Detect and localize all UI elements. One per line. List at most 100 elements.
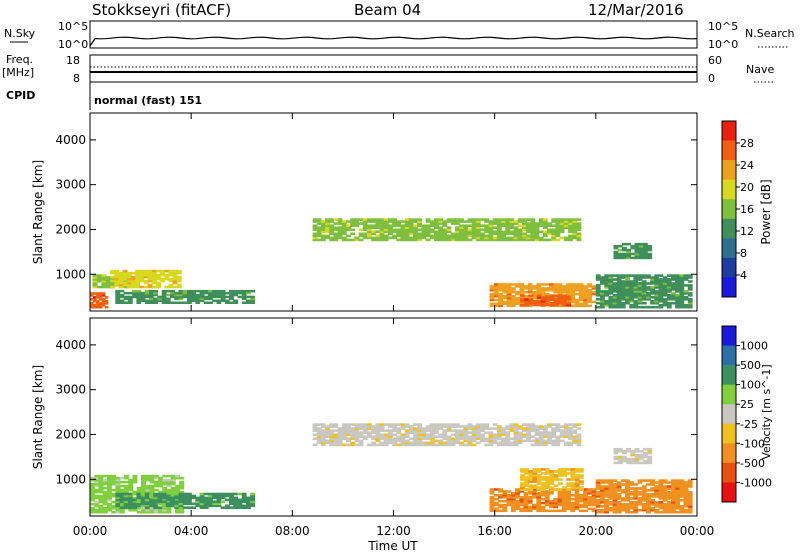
velocity-cell (630, 453, 636, 457)
power-cell (312, 236, 318, 240)
power-cell (212, 289, 217, 293)
power-cell (450, 236, 456, 240)
velocity-cell (94, 490, 100, 494)
x-axis-label: Time UT (367, 539, 418, 553)
velocity-cell (549, 470, 555, 473)
power-cell (93, 305, 97, 309)
power-cell (595, 305, 601, 309)
power-cell (637, 292, 643, 295)
velocity-cell (94, 500, 100, 504)
velocity-cell (429, 423, 435, 426)
velocity-cell (671, 483, 676, 486)
power-cell (220, 295, 226, 299)
velocity-cell (566, 488, 572, 491)
power-cell (114, 277, 120, 281)
velocity-cell (480, 433, 485, 437)
velocity-cell (662, 495, 668, 498)
velocity-cell (583, 509, 588, 513)
power-cell (517, 232, 523, 236)
power-cell (658, 305, 664, 309)
power-cell (625, 294, 630, 297)
power-cell (438, 234, 443, 238)
power-cell (320, 234, 326, 238)
power-cell (105, 281, 111, 285)
velocity-cell (220, 494, 226, 498)
velocity-cell (379, 437, 385, 441)
power-cell (151, 273, 157, 277)
velocity-cell (354, 427, 360, 430)
power-cell (392, 234, 397, 238)
velocity-cell (523, 499, 529, 503)
velocity-cell (568, 435, 573, 439)
velocity-cell (523, 497, 529, 501)
velocity-cell (572, 437, 578, 441)
velocity-cell (471, 433, 477, 437)
power-cell (517, 238, 523, 242)
power-cell (139, 273, 145, 277)
power-cell (442, 236, 448, 240)
velocity-cell (566, 499, 571, 503)
power-cell (643, 248, 648, 252)
power-cell (679, 288, 685, 291)
velocity-cell (633, 501, 639, 504)
velocity-cell (523, 503, 529, 507)
power-cell (551, 228, 557, 232)
velocity-cell (600, 508, 605, 512)
velocity-cell (471, 437, 477, 441)
power-cell (93, 296, 97, 299)
power-cell (178, 289, 184, 293)
velocity-cell (528, 484, 534, 487)
power-cell (492, 238, 498, 242)
velocity-cell (341, 433, 347, 437)
power-cell (429, 234, 435, 238)
velocity-cell (438, 427, 443, 430)
power-cell (671, 276, 676, 279)
velocity-cell (574, 470, 580, 473)
power-cell (170, 291, 175, 295)
power-cell (246, 301, 251, 304)
power-cell (421, 228, 427, 232)
velocity-cell (570, 497, 576, 501)
velocity-cell (216, 498, 222, 502)
power-cell (101, 298, 106, 301)
power-cell (367, 224, 372, 227)
velocity-cell (107, 482, 112, 486)
velocity-cell (320, 439, 326, 443)
velocity-cell (604, 493, 609, 496)
velocity-cell (404, 435, 410, 439)
x-ticks: 00:00 04:00 08:00 12:00 16:00 20:00 00:00 (73, 113, 714, 538)
power-cell (568, 234, 573, 238)
velocity-cell (463, 431, 469, 434)
power-cell (463, 220, 469, 223)
power-cell (666, 303, 672, 307)
velocity-cell (320, 435, 326, 439)
power-cell (522, 228, 527, 232)
velocity-cell (388, 433, 393, 437)
velocity-cell (312, 443, 318, 447)
velocity-cell (538, 425, 544, 428)
power-cell (489, 289, 495, 292)
power-cell (471, 232, 477, 236)
velocity-cell (543, 435, 548, 439)
power-cell (165, 299, 171, 302)
power-cell (646, 292, 651, 295)
velocity-cell (522, 427, 527, 430)
velocity-cell (246, 496, 251, 500)
power-cell (505, 232, 511, 236)
velocity-cell (591, 497, 597, 501)
power-cell (333, 232, 339, 236)
power-cell (408, 218, 414, 221)
power-cell (587, 292, 593, 296)
velocity-cell (212, 496, 217, 500)
power-cell (570, 294, 576, 298)
velocity-cell (475, 435, 481, 439)
velocity-cell (536, 492, 542, 495)
velocity-cell (647, 449, 653, 453)
power-cell (156, 285, 161, 289)
velocity-cell (442, 431, 448, 434)
velocity-cell (413, 427, 418, 430)
velocity-cell (563, 423, 569, 426)
power-cell (595, 288, 601, 291)
velocity-cell (208, 494, 213, 498)
velocity-cell (392, 441, 397, 445)
